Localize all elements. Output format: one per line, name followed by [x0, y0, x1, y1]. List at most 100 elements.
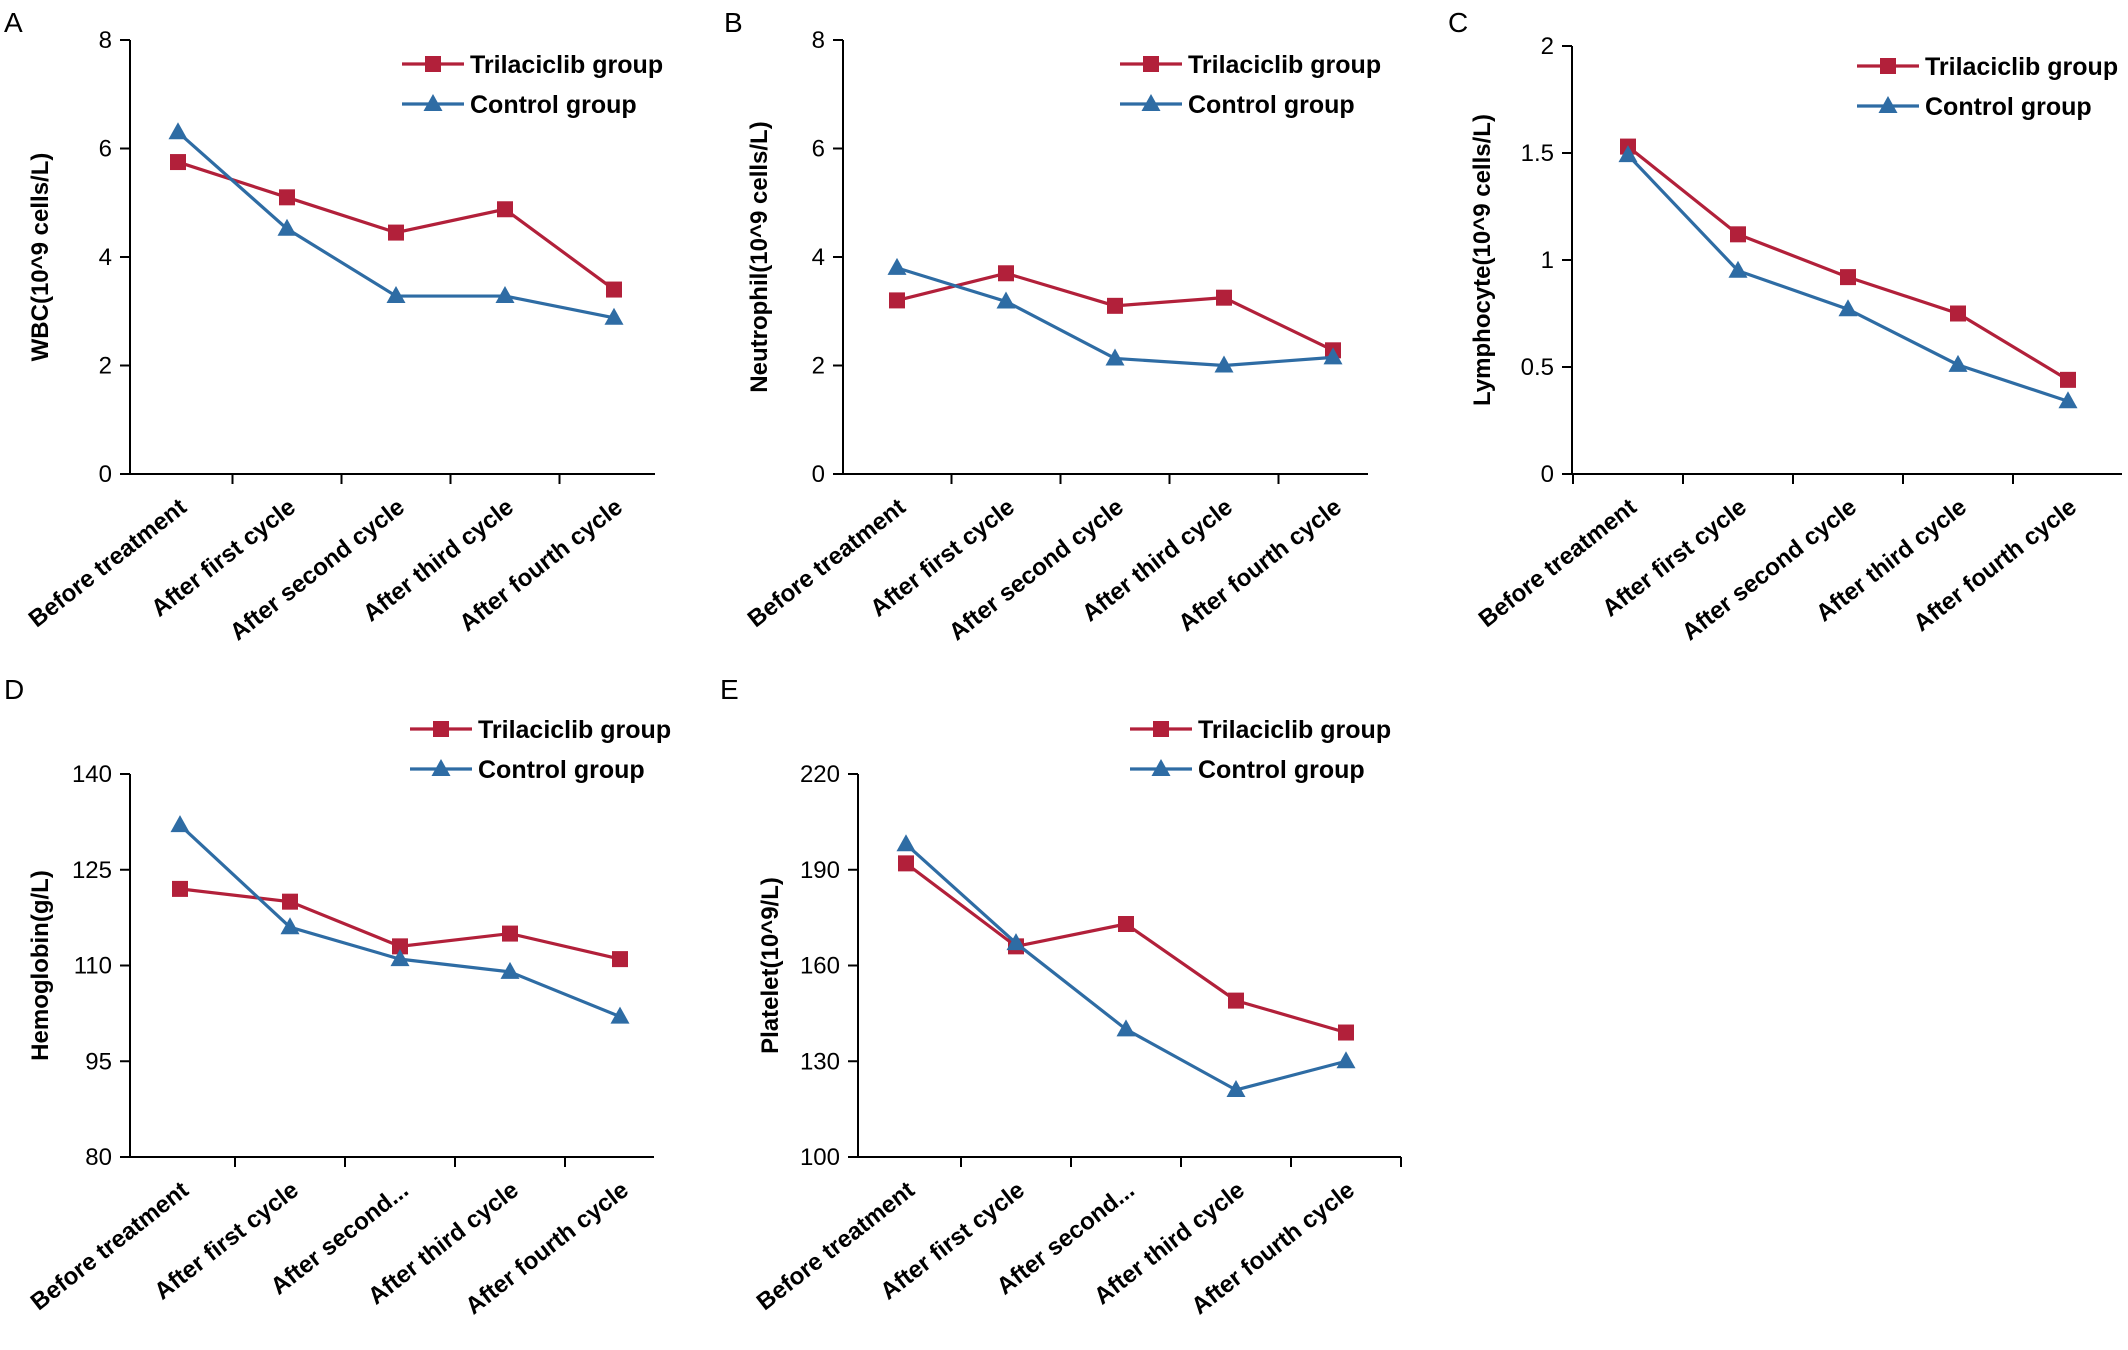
y-tick-label: 80	[85, 1144, 112, 1171]
legend-marker	[423, 94, 443, 111]
y-tick-label: 2	[1541, 33, 1554, 60]
y-tick-label: 0.5	[1521, 354, 1554, 381]
y-tick-label: 2	[812, 353, 825, 380]
panel-letter: D	[4, 674, 24, 705]
data-point-trilaciclib	[889, 292, 905, 309]
y-tick-label: 2	[99, 353, 112, 380]
data-point-trilaciclib	[612, 951, 628, 968]
legend-item-trilaciclib: Trilaciclib group	[410, 716, 671, 744]
legend-item-trilaciclib: Trilaciclib group	[1130, 716, 1391, 744]
data-point-control	[1948, 354, 1968, 372]
data-point-control	[170, 815, 190, 833]
data-point-control	[1226, 1079, 1246, 1097]
data-point-trilaciclib	[998, 265, 1014, 282]
legend-item-trilaciclib: Trilaciclib group	[1120, 51, 1381, 79]
y-tick-label: 4	[812, 244, 825, 271]
data-point-trilaciclib	[282, 893, 298, 910]
legend-marker	[1880, 58, 1896, 74]
data-point-trilaciclib	[502, 925, 518, 942]
y-tick-label: 6	[99, 136, 112, 163]
data-point-control	[1618, 145, 1638, 163]
legend-item-control: Control group	[402, 91, 637, 119]
y-tick-label: 190	[800, 857, 840, 884]
x-category-label: After second cycle	[944, 493, 1129, 646]
legend-item-control: Control group	[410, 756, 645, 784]
y-tick-label: 0	[1541, 461, 1554, 488]
legend-label: Control group	[478, 756, 645, 784]
legend-label: Control group	[1198, 756, 1365, 784]
data-point-control	[1116, 1019, 1136, 1037]
series-line-control	[904, 843, 1347, 1092]
y-tick-label: 1.5	[1521, 140, 1554, 167]
y-tick-label: 125	[72, 857, 112, 884]
legend-marker	[431, 759, 451, 776]
data-point-trilaciclib	[1840, 269, 1856, 286]
data-point-control	[1838, 299, 1858, 317]
y-axis-title: WBC(10^9 cells/L)	[27, 153, 54, 362]
y-tick-label: 140	[72, 761, 112, 788]
data-point-control	[1105, 348, 1125, 366]
data-point-trilaciclib	[1228, 992, 1244, 1009]
data-point-trilaciclib	[606, 281, 622, 298]
y-tick-label: 8	[812, 27, 825, 54]
data-point-trilaciclib	[388, 224, 404, 241]
data-point-control	[386, 286, 406, 304]
y-tick-label: 1	[1541, 247, 1554, 274]
y-axis-title: Neutrophil(10^9 cells/L)	[746, 121, 773, 392]
data-point-control	[168, 122, 188, 140]
y-tick-label: 100	[800, 1144, 840, 1171]
y-tick-label: 4	[99, 244, 112, 271]
data-point-control	[495, 286, 515, 304]
legend-label: Control group	[470, 91, 637, 119]
data-point-control	[887, 257, 907, 275]
y-tick-label: 0	[812, 461, 825, 488]
legend-marker	[1878, 96, 1898, 113]
data-point-control	[996, 291, 1016, 309]
panel-letter: B	[724, 7, 743, 38]
legend-label: Control group	[1925, 93, 2092, 121]
y-tick-label: 95	[85, 1048, 112, 1075]
y-tick-label: 220	[800, 761, 840, 788]
data-point-control	[280, 917, 300, 935]
data-point-trilaciclib	[1950, 305, 1966, 322]
data-point-control	[2058, 391, 2078, 409]
y-axis-title: Hemoglobin(g/L)	[27, 870, 54, 1061]
y-tick-label: 130	[800, 1048, 840, 1075]
y-tick-label: 8	[99, 27, 112, 54]
series-line-trilaciclib	[1627, 145, 2069, 382]
legend-marker	[433, 721, 449, 737]
data-point-trilaciclib	[1338, 1024, 1354, 1041]
legend-marker	[1151, 759, 1171, 776]
legend-label: Trilaciclib group	[1925, 53, 2118, 81]
legend-item-control: Control group	[1130, 756, 1365, 784]
series-line-trilaciclib	[905, 862, 1347, 1035]
data-point-control	[604, 307, 624, 325]
data-point-trilaciclib	[392, 938, 408, 955]
data-point-control	[277, 218, 297, 236]
legend-label: Control group	[1188, 91, 1355, 119]
data-point-trilaciclib	[172, 880, 188, 897]
data-point-control	[390, 949, 410, 967]
data-point-trilaciclib	[1216, 289, 1232, 306]
legend-item-trilaciclib: Trilaciclib group	[402, 51, 663, 79]
data-point-trilaciclib	[2060, 371, 2076, 388]
panel-letter: A	[4, 7, 23, 38]
data-point-trilaciclib	[898, 855, 914, 872]
data-point-control	[500, 961, 520, 979]
y-tick-label: 160	[800, 953, 840, 980]
data-point-control	[1336, 1051, 1356, 1069]
legend-label: Trilaciclib group	[478, 716, 671, 744]
data-point-trilaciclib	[497, 201, 513, 218]
data-point-control	[896, 834, 916, 852]
data-point-control	[1006, 933, 1026, 951]
panel-letter: C	[1448, 7, 1468, 38]
data-point-trilaciclib	[170, 154, 186, 171]
data-point-trilaciclib	[1118, 916, 1134, 933]
x-category-label: After second cycle	[225, 493, 410, 646]
y-axis-title: Platelet(10^9/L)	[757, 877, 784, 1054]
y-axis-title: Lymphocyte(10^9 cells/L)	[1469, 114, 1496, 406]
data-point-control	[1323, 347, 1343, 365]
